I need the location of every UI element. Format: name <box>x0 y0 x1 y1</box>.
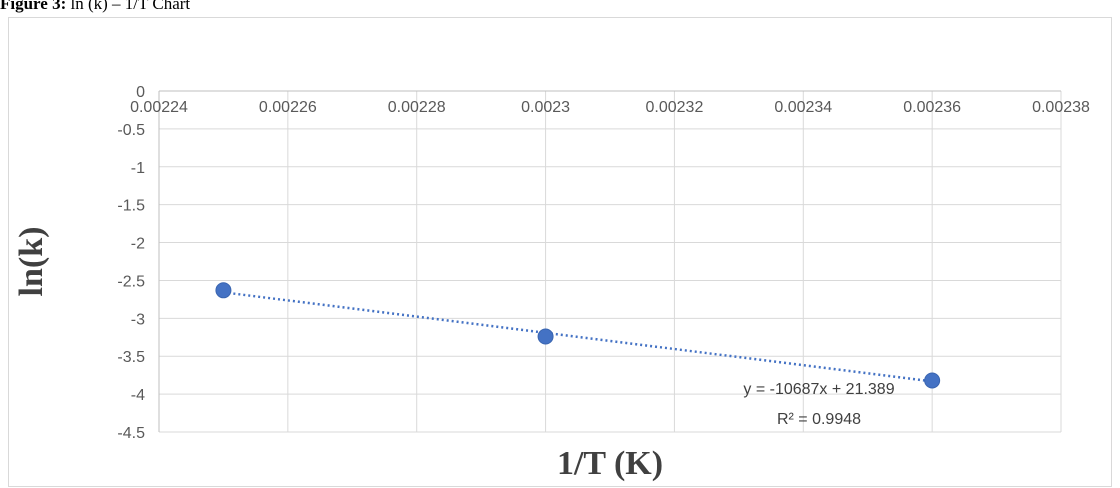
y-tick-label: -1 <box>131 160 145 177</box>
y-tick-label: -0.5 <box>117 122 145 139</box>
data-point <box>215 282 232 299</box>
chart-svg: 0.00224 0.00226 0.00228 0.0023 0.00232 0.0023… <box>13 84 1090 482</box>
y-tick-label: -4.5 <box>117 425 145 442</box>
y-tick-label: -3 <box>131 311 145 328</box>
x-tick-label: 0.00232 <box>646 99 704 116</box>
x-tick-label: 0.00224 <box>130 99 188 116</box>
x-tick-label: 0.00226 <box>259 99 317 116</box>
data-point <box>537 328 554 345</box>
figure-caption: Figure 3: ln (k) – 1/T Chart <box>0 0 190 14</box>
y-tick-label: -2 <box>131 236 145 253</box>
y-tick-label: 0 <box>136 84 145 101</box>
trendline-r-squared: R² = 0.9948 <box>777 411 861 428</box>
trendline-layer <box>223 291 933 383</box>
x-axis-title: 1/T (K) <box>557 445 663 482</box>
data-point <box>924 372 941 389</box>
chart-area: 0.00224 0.00226 0.00228 0.0023 0.00232 0.0023… <box>8 17 1112 487</box>
figure-caption-text: ln (k) – 1/T Chart <box>66 0 191 13</box>
y-tick-label: -1.5 <box>117 198 145 215</box>
x-tick-label: 0.00236 <box>903 99 961 116</box>
y-axis-title: ln(k) <box>13 227 50 297</box>
trendline-equation: y = -10687x + 21.389 <box>743 381 894 398</box>
y-tick-label: -4 <box>131 387 145 404</box>
y-tick-label: -3.5 <box>117 349 145 366</box>
x-tick-label: 0.00234 <box>774 99 832 116</box>
figure-caption-label: Figure 3: <box>0 0 67 13</box>
x-tick-label: 0.00238 <box>1032 99 1090 116</box>
trendline <box>223 291 933 383</box>
tick-labels-layer: 0.00224 0.00226 0.00228 0.0023 0.00232 0.0023… <box>117 84 1090 442</box>
grid-layer <box>158 90 1062 433</box>
x-tick-label: 0.00228 <box>388 99 446 116</box>
data-points-layer <box>215 282 941 389</box>
y-tick-label: -2.5 <box>117 273 145 290</box>
x-tick-label: 0.0023 <box>521 99 570 116</box>
